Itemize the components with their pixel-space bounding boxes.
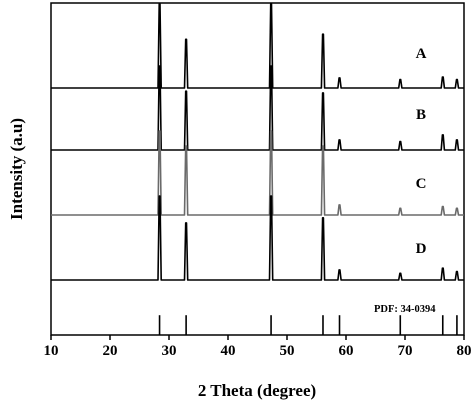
- series-line-a: [51, 3, 464, 89]
- reference-panel: [158, 315, 458, 335]
- x-axis-title: 2 Theta (degree): [198, 381, 316, 400]
- plot-frame: [50, 2, 465, 336]
- x-tick-label: 80: [457, 343, 472, 359]
- series-label-d: D: [416, 241, 427, 257]
- x-tick-label: 50: [280, 343, 295, 359]
- x-tick-label: 30: [162, 343, 177, 359]
- x-tick-label: 40: [221, 343, 236, 359]
- x-axis-ticks: 10 20 30 40 50 60 70 80: [44, 335, 472, 359]
- x-tick-label: 20: [103, 343, 118, 359]
- reference-pdf-label: PDF: 34-0394: [374, 304, 436, 315]
- x-tick-label: 10: [44, 343, 59, 359]
- series-label-a: A: [416, 46, 427, 62]
- series-label-c: C: [416, 176, 427, 192]
- x-tick-label: 70: [398, 343, 413, 359]
- x-tick-label: 60: [339, 343, 354, 359]
- y-axis-title: Intensity (a.u): [7, 118, 26, 220]
- series-line-b: [51, 65, 464, 151]
- series-line-c: [51, 130, 464, 216]
- series-group: A B C D: [51, 3, 464, 281]
- series-line-d: [51, 195, 464, 281]
- series-label-b: B: [416, 107, 426, 123]
